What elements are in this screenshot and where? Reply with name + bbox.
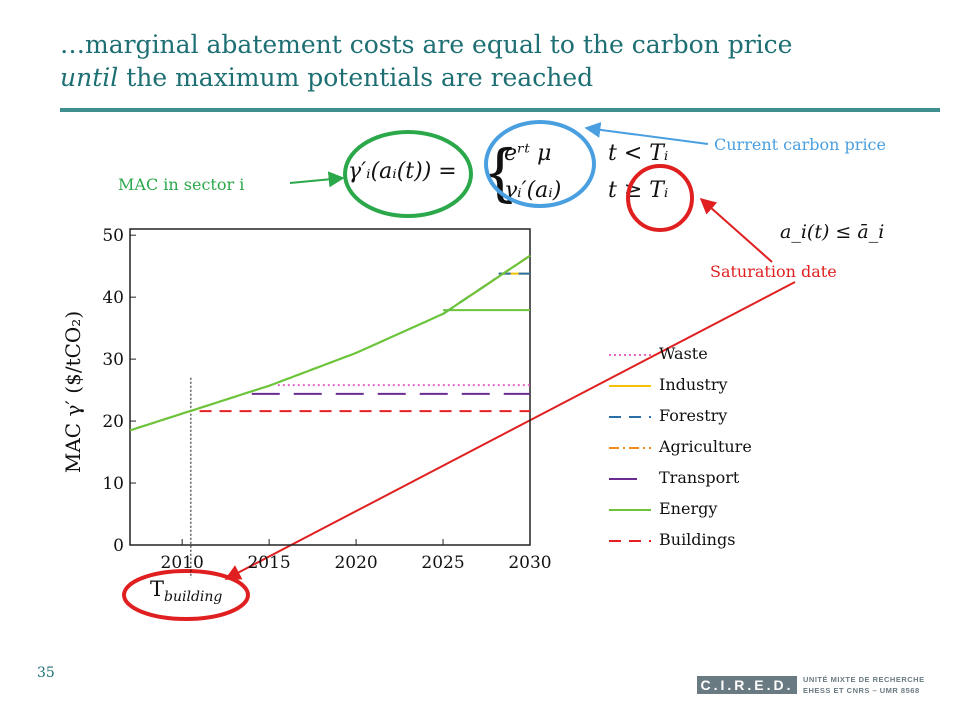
legend-label-waste: Waste xyxy=(659,344,708,363)
x-tick-label: 2010 xyxy=(161,553,204,573)
saturation-label: Saturation date xyxy=(710,262,837,281)
y-axis-label: MAC γ′ ($/tCO₂) xyxy=(61,311,85,473)
legend-label-transport: Transport xyxy=(659,468,740,487)
constraint-formula: a_i(t) ≤ ā_i xyxy=(780,221,884,243)
formula: γ′ᵢ(aᵢ(t)) = { eʳᵗ μ t < Tᵢ γᵢ′(aᵢ) t ≥ … xyxy=(348,136,884,243)
slide-title: …marginal abatement costs are equal to t… xyxy=(60,28,940,94)
y-tick-label: 10 xyxy=(102,474,124,494)
saturation-arrow xyxy=(699,197,773,263)
title-line-1: …marginal abatement costs are equal to t… xyxy=(60,30,793,59)
x-tick-label: 2020 xyxy=(334,553,377,573)
cired-logo-subtitle: UNITÉ MIXTE DE RECHERCHE EHESS ET CNRS –… xyxy=(803,674,943,696)
y-axis-ticks: 0 10 20 30 40 50 xyxy=(102,226,136,556)
y-tick-label: 50 xyxy=(102,226,124,246)
plot-frame xyxy=(129,228,531,546)
formula-case2-cond: t ≥ Tᵢ xyxy=(608,178,668,203)
t-building-main: T xyxy=(150,577,164,601)
t-building-sub: building xyxy=(164,589,222,605)
cired-logo: C.I.R.E.D. xyxy=(697,676,797,694)
title-italic-word: until xyxy=(60,63,119,92)
legend-label-forestry: Forestry xyxy=(659,406,727,425)
logo-line-2: EHESS ET CNRS – UMR 8568 xyxy=(803,686,920,695)
sector-plateaus xyxy=(134,254,531,430)
t-building-arrow xyxy=(224,281,796,580)
legend-label-buildings: Buildings xyxy=(659,530,735,549)
saturation-oval xyxy=(626,164,694,232)
current-price-label: Current carbon price xyxy=(714,135,886,154)
legend-label-energy: Energy xyxy=(659,499,717,518)
y-tick-label: 40 xyxy=(102,288,124,308)
y-tick-label: 0 xyxy=(113,536,124,556)
title-rule xyxy=(60,108,940,112)
title-line-2-rest: the maximum potentials are reached xyxy=(118,63,594,92)
y-tick-label: 30 xyxy=(102,350,124,370)
mac-oval xyxy=(343,130,473,218)
chart-legend: Waste Industry Forestry Agriculture Transpor… xyxy=(609,344,752,549)
x-tick-label: 2015 xyxy=(247,553,290,573)
y-tick-label: 20 xyxy=(102,412,124,432)
t-building-oval xyxy=(122,569,250,621)
carbon-price-curve xyxy=(129,254,531,432)
title-line-2: until the maximum potentials are reached xyxy=(60,61,940,94)
page-number: 35 xyxy=(37,665,55,681)
logo-line-1: UNITÉ MIXTE DE RECHERCHE xyxy=(803,675,925,684)
mac-arrow xyxy=(289,171,345,188)
x-axis-ticks: 2010 2015 2020 2025 2030 xyxy=(161,539,552,573)
carbon-price-oval xyxy=(484,120,596,208)
x-tick-label: 2025 xyxy=(421,553,464,573)
carbon-price-arrow xyxy=(584,121,709,145)
t-building-label: Tbuilding xyxy=(150,577,222,605)
formula-case1-expr: eʳᵗ μ xyxy=(504,141,551,166)
x-tick-label: 2030 xyxy=(508,553,551,573)
formula-lhs: γ′ᵢ(aᵢ(t)) = xyxy=(348,159,457,184)
legend-label-industry: Industry xyxy=(659,375,728,394)
legend-label-agriculture: Agriculture xyxy=(658,437,752,456)
mac-sector-label: MAC in sector i xyxy=(118,175,244,194)
formula-case1-cond: t < Tᵢ xyxy=(608,141,668,166)
